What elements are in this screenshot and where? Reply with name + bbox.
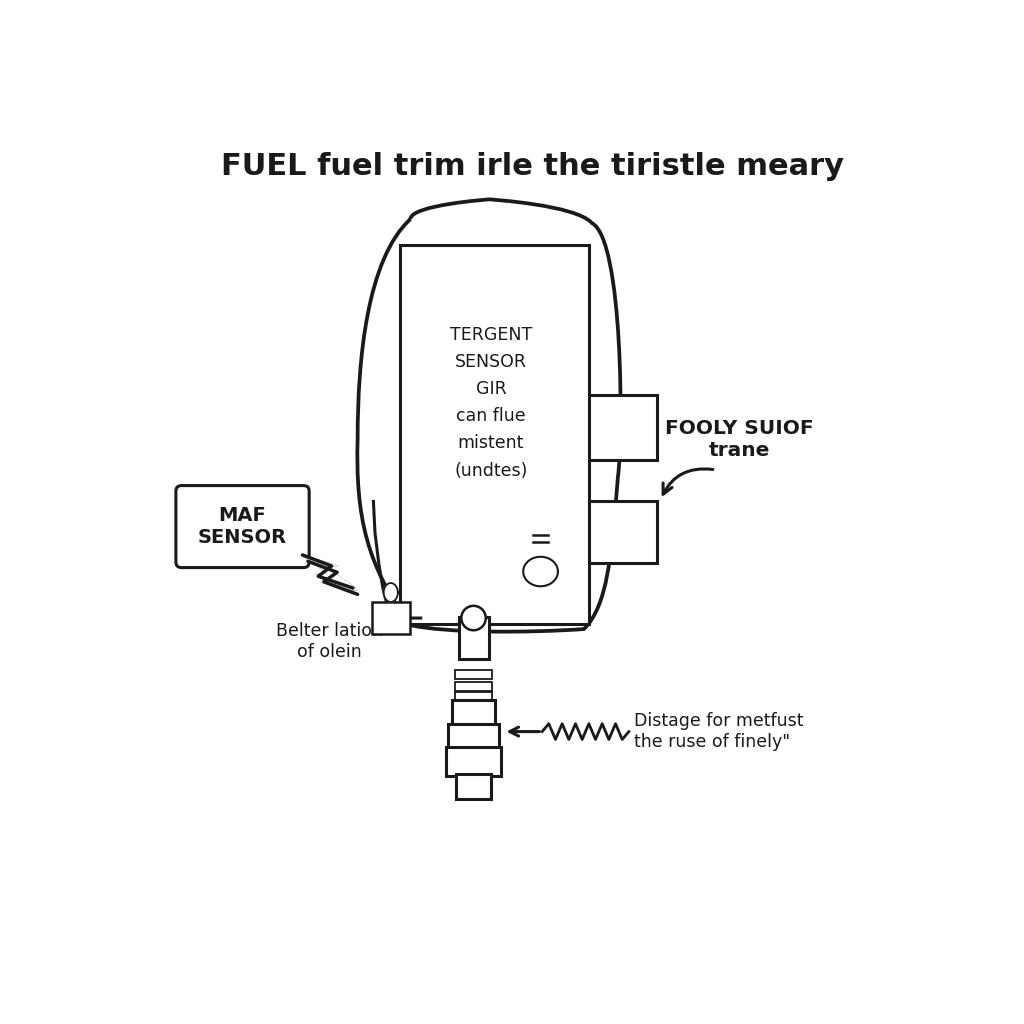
Polygon shape [384, 583, 398, 602]
Text: MAF
SENSOR: MAF SENSOR [198, 506, 287, 547]
Text: FUEL fuel trim irle the tiristle meary: FUEL fuel trim irle the tiristle meary [221, 152, 844, 181]
Bar [457, 774, 490, 800]
Bar [590, 395, 657, 461]
FancyBboxPatch shape [176, 485, 309, 567]
Text: Distage for metfust
the ruse of finely": Distage for metfust the ruse of finely" [634, 712, 803, 751]
Bar [456, 670, 492, 679]
Bar [456, 692, 492, 700]
Bar [459, 617, 488, 659]
PathPatch shape [357, 200, 621, 632]
Bar [590, 502, 657, 563]
Bar [446, 748, 501, 776]
Bar [372, 602, 410, 634]
Polygon shape [302, 555, 357, 590]
Bar [449, 724, 499, 750]
Text: FOOLY SUIOF
trane: FOOLY SUIOF trane [665, 420, 814, 461]
Bar [456, 682, 492, 690]
Polygon shape [523, 557, 558, 587]
Bar [453, 700, 495, 726]
Text: Belter lation
of olein: Belter lation of olein [275, 623, 383, 662]
Polygon shape [302, 555, 357, 590]
Bar [400, 245, 590, 624]
Circle shape [462, 606, 485, 630]
Text: TERGENT
SENSOR
GIR
can flue
mistent
(undtes): TERGENT SENSOR GIR can flue mistent (und… [450, 326, 532, 479]
